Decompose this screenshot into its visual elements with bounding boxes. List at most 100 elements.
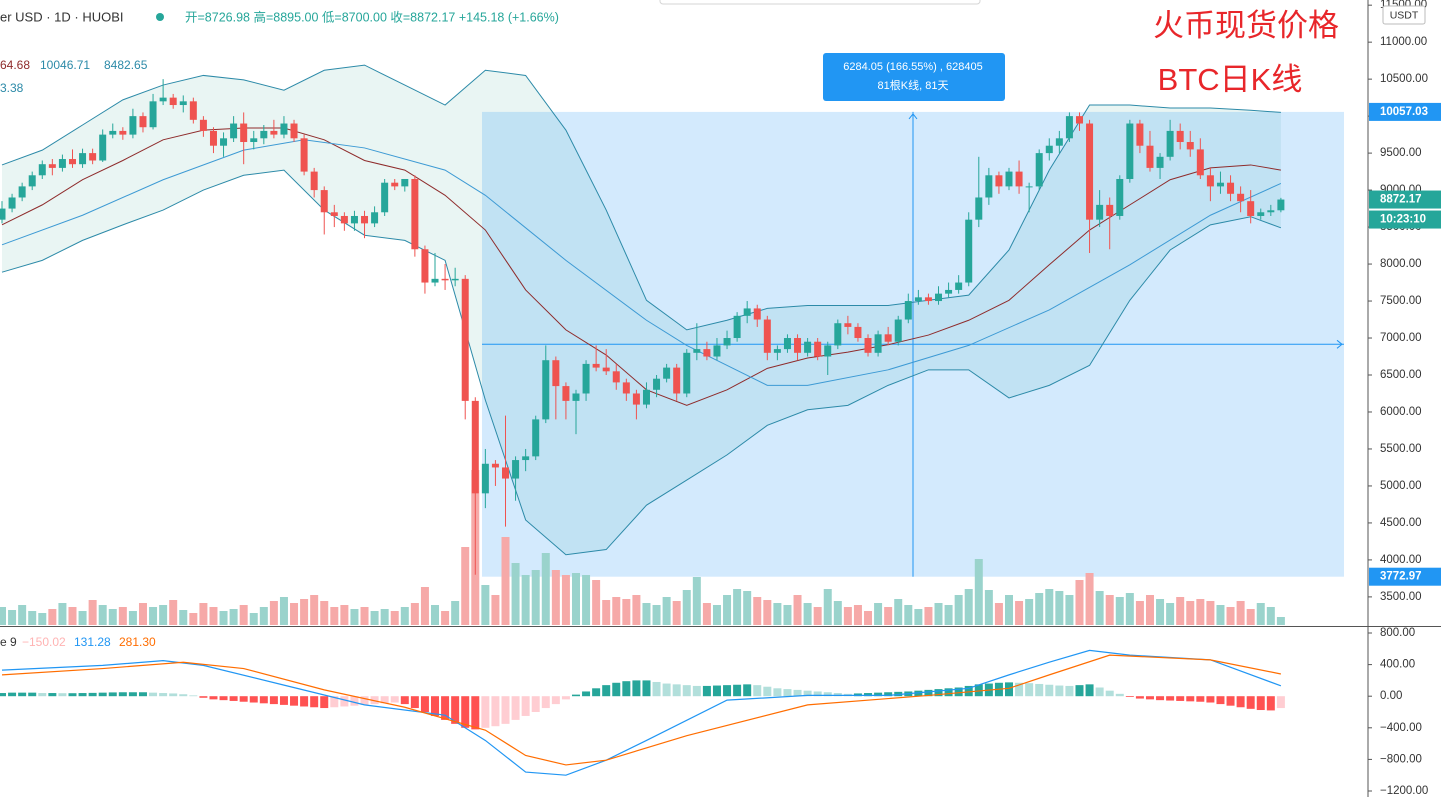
candle-body	[220, 138, 228, 146]
macd-histogram-bar	[1216, 696, 1225, 705]
y-tick-label: 4500.00	[1380, 517, 1422, 529]
ma-legend: 3.38	[0, 81, 24, 95]
volume-bar	[763, 600, 772, 625]
macd-histogram-bar	[340, 696, 349, 707]
volume-bar	[1015, 601, 1024, 625]
candle-body	[1176, 130, 1184, 143]
volume-bar	[370, 611, 379, 625]
macd-histogram-bar	[964, 685, 973, 697]
volume-bar	[1256, 603, 1265, 625]
candle-body	[874, 334, 882, 353]
volume-bar	[571, 573, 580, 625]
candle-body	[1267, 210, 1275, 213]
candle-body	[572, 393, 580, 401]
volume-bar	[904, 605, 913, 625]
candle-body	[48, 164, 56, 168]
volume-bar	[209, 607, 218, 625]
candle-body	[89, 153, 97, 161]
candle-body	[411, 178, 419, 250]
macd-histogram-bar	[1105, 690, 1114, 697]
volume-bar	[511, 563, 520, 625]
volume-bar	[1216, 605, 1225, 625]
volume-bar	[1186, 601, 1195, 625]
candle-body	[814, 341, 822, 357]
candle-body	[421, 249, 429, 283]
candle-body	[1025, 186, 1033, 188]
toolbar[interactable]	[659, 0, 981, 5]
candle-body	[1065, 116, 1073, 139]
macd-histogram-bar	[1276, 696, 1285, 709]
y-tick-label: 5000.00	[1380, 480, 1422, 492]
volume-bar	[88, 600, 97, 625]
candle-body	[975, 197, 983, 220]
candle-body	[804, 341, 812, 353]
candle-body	[199, 119, 207, 131]
volume-bar	[823, 589, 832, 625]
candle-body	[381, 182, 389, 213]
candle-body	[1186, 142, 1194, 150]
candle-body	[461, 278, 469, 401]
y-tick-label: 0.00	[1380, 690, 1402, 702]
macd-histogram-bar	[622, 681, 631, 697]
volume-bar	[803, 603, 812, 625]
macd-histogram-bar	[874, 692, 883, 697]
annotation: BTC日K线	[1158, 62, 1303, 97]
volume-bar	[692, 577, 701, 625]
candle-body	[612, 371, 620, 383]
volume-bar	[1105, 595, 1114, 625]
y-tick-label: 7000.00	[1380, 332, 1422, 344]
candle-body	[441, 278, 449, 281]
macd-pane: 800.00 400.00 0.00 −400.00 −800.00 −1200.00	[0, 627, 1428, 797]
status-dot	[156, 13, 164, 21]
volume-bar	[632, 595, 641, 625]
candle-body	[169, 97, 177, 106]
volume-bar	[320, 601, 329, 625]
candle-body	[783, 338, 791, 350]
volume-bar	[350, 609, 359, 625]
candle-body	[1277, 199, 1285, 211]
volume-bar	[420, 587, 429, 625]
band-upper	[1, 64, 1281, 331]
macd-legend-name: e 9	[0, 635, 17, 649]
candle-body	[542, 360, 550, 420]
candle-body	[1126, 123, 1134, 179]
candle-body	[642, 389, 650, 405]
candle-body	[1166, 130, 1174, 157]
volume-bar	[1125, 593, 1134, 625]
candle-body	[8, 197, 16, 209]
y-tick-label: 4000.00	[1380, 554, 1422, 566]
macd-histogram-bar	[1095, 687, 1104, 697]
volume-bar	[310, 595, 319, 625]
macd-histogram-bar	[300, 696, 309, 707]
y-tick-label: 10500.00	[1380, 73, 1428, 85]
volume-bar	[944, 605, 953, 625]
macd-histogram-bar	[78, 693, 87, 697]
candle-body	[945, 289, 953, 294]
macd-histogram-bar	[823, 692, 832, 697]
volume-bar	[400, 607, 409, 625]
y-tick-label: −400.00	[1380, 722, 1422, 734]
macd-histogram-bar	[501, 696, 510, 724]
candle-body	[1206, 175, 1214, 187]
candle-body	[240, 123, 248, 143]
macd-histogram-bar	[461, 696, 470, 728]
candle-body	[58, 159, 66, 168]
volume-bar	[874, 603, 883, 625]
candle-body	[864, 338, 872, 353]
volume-bar	[853, 605, 862, 625]
volume-bar	[592, 580, 601, 625]
candle-body	[491, 463, 499, 468]
macd-histogram-bar	[511, 696, 520, 720]
volume-bar	[189, 613, 198, 625]
volume-bar	[1166, 603, 1175, 625]
y-tick-label: 8000.00	[1380, 258, 1422, 270]
macd-histogram-bar	[320, 696, 329, 709]
candle-body	[794, 338, 802, 353]
macd-histogram-bar	[239, 696, 248, 702]
candle-body	[371, 212, 379, 224]
candle-body	[632, 393, 640, 405]
macd-histogram-bar	[420, 696, 429, 712]
y-tick-label: −800.00	[1380, 753, 1422, 765]
measure-arrow	[908, 113, 918, 120]
macd-histogram-bar	[743, 684, 752, 697]
